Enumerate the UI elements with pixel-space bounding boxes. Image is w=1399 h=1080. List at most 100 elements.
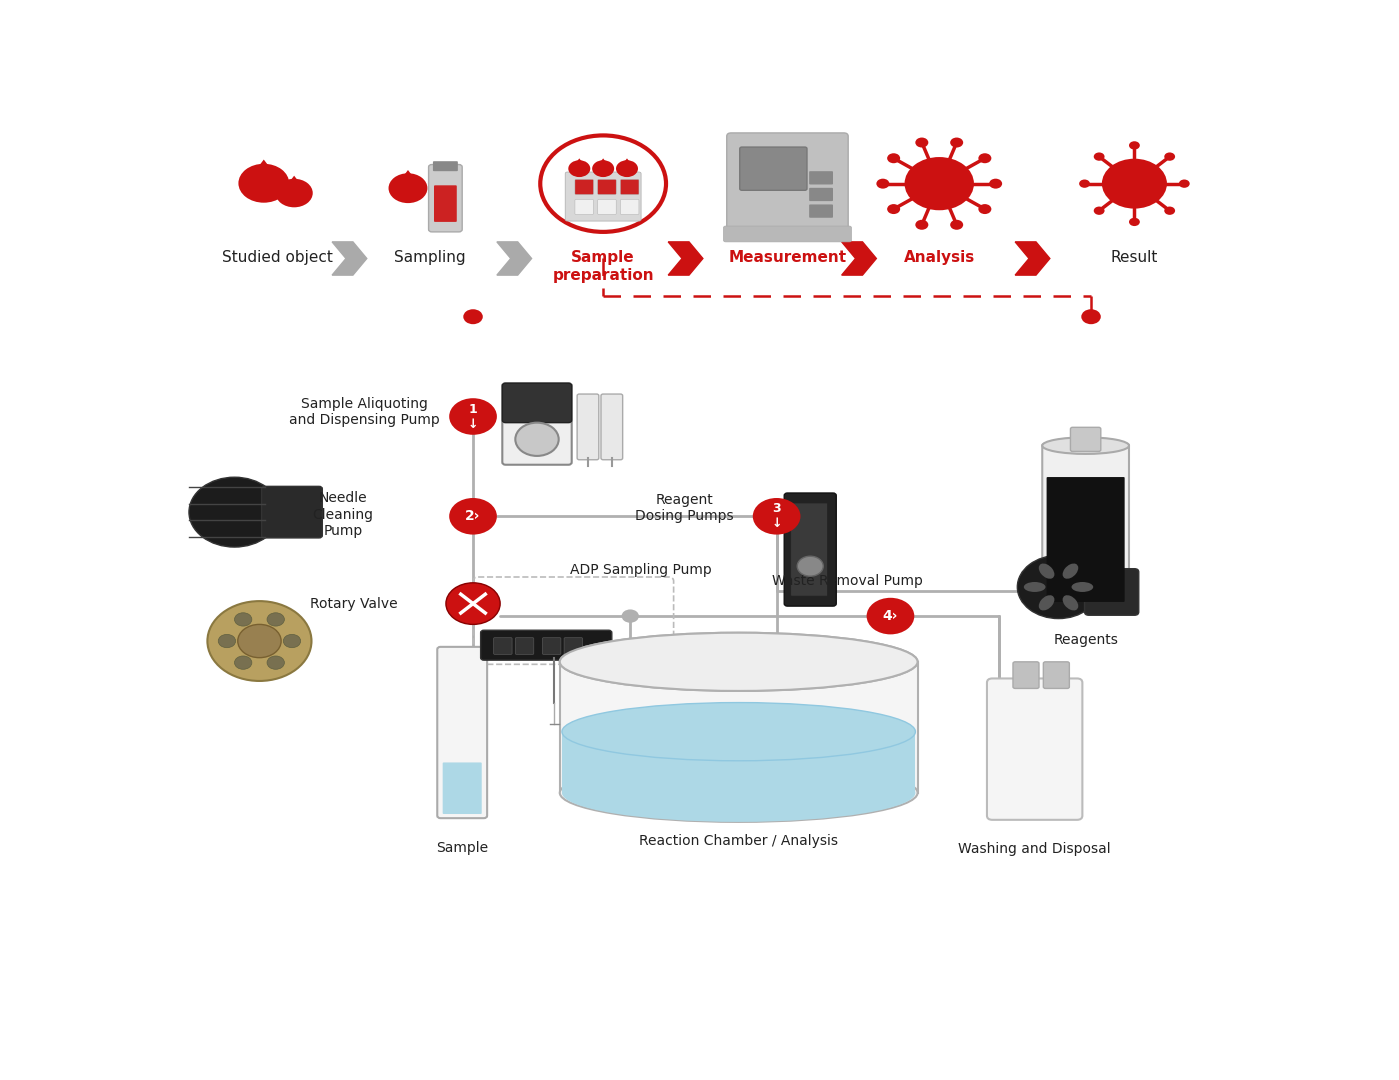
FancyBboxPatch shape	[578, 394, 599, 460]
Circle shape	[905, 157, 974, 211]
Ellipse shape	[560, 633, 918, 691]
Text: 2›: 2›	[466, 510, 481, 524]
Polygon shape	[596, 159, 611, 168]
Text: 4›: 4›	[883, 609, 898, 623]
Text: 3
↓: 3 ↓	[771, 502, 782, 530]
Circle shape	[1164, 206, 1175, 215]
Polygon shape	[246, 160, 281, 184]
Polygon shape	[572, 159, 588, 168]
Text: Needle
Cleaning
Pump: Needle Cleaning Pump	[312, 491, 374, 538]
Polygon shape	[560, 662, 918, 793]
Circle shape	[464, 510, 481, 523]
Polygon shape	[620, 159, 635, 168]
Text: Sample
preparation: Sample preparation	[553, 251, 653, 283]
Circle shape	[1102, 159, 1167, 208]
FancyBboxPatch shape	[602, 394, 623, 460]
FancyBboxPatch shape	[515, 637, 534, 654]
Circle shape	[1017, 555, 1100, 619]
Circle shape	[235, 612, 252, 626]
Circle shape	[592, 160, 614, 177]
FancyBboxPatch shape	[565, 172, 641, 221]
FancyBboxPatch shape	[502, 383, 572, 422]
Polygon shape	[562, 731, 915, 793]
Circle shape	[978, 153, 992, 163]
Circle shape	[797, 556, 823, 576]
Text: Sampling: Sampling	[395, 251, 466, 266]
Ellipse shape	[1039, 564, 1055, 579]
Circle shape	[1129, 218, 1140, 226]
Circle shape	[540, 135, 666, 232]
FancyBboxPatch shape	[1013, 662, 1039, 688]
Circle shape	[267, 656, 284, 670]
Ellipse shape	[1039, 595, 1055, 610]
Circle shape	[616, 160, 638, 177]
Circle shape	[876, 178, 890, 189]
Text: Studied object: Studied object	[222, 251, 333, 266]
FancyBboxPatch shape	[432, 161, 457, 171]
FancyBboxPatch shape	[494, 637, 512, 654]
FancyBboxPatch shape	[428, 164, 462, 232]
Circle shape	[1129, 141, 1140, 149]
Ellipse shape	[1072, 582, 1093, 592]
Circle shape	[915, 220, 929, 230]
Circle shape	[1164, 152, 1175, 161]
Ellipse shape	[1042, 437, 1129, 454]
Circle shape	[446, 583, 501, 624]
Ellipse shape	[562, 703, 915, 760]
Text: Sample Aliquoting
and Dispensing Pump: Sample Aliquoting and Dispensing Pump	[290, 397, 441, 428]
Text: Rotary Valve: Rotary Valve	[309, 596, 397, 610]
FancyBboxPatch shape	[1046, 477, 1125, 602]
Polygon shape	[669, 242, 702, 275]
Text: Reagent
Dosing Pumps: Reagent Dosing Pumps	[635, 492, 733, 523]
Circle shape	[207, 602, 312, 681]
FancyBboxPatch shape	[502, 383, 572, 464]
Text: Sample: Sample	[436, 840, 488, 854]
FancyBboxPatch shape	[790, 503, 828, 596]
FancyBboxPatch shape	[1084, 569, 1139, 616]
Text: Analysis: Analysis	[904, 251, 975, 266]
FancyBboxPatch shape	[575, 200, 593, 215]
Circle shape	[238, 164, 290, 203]
FancyBboxPatch shape	[434, 186, 457, 221]
Circle shape	[389, 173, 428, 203]
FancyBboxPatch shape	[438, 647, 487, 819]
Circle shape	[989, 178, 1002, 189]
Polygon shape	[497, 242, 532, 275]
Circle shape	[978, 204, 992, 214]
FancyBboxPatch shape	[621, 200, 639, 215]
FancyBboxPatch shape	[564, 637, 582, 654]
FancyBboxPatch shape	[1042, 444, 1129, 605]
FancyBboxPatch shape	[986, 678, 1083, 820]
Circle shape	[189, 477, 280, 548]
Ellipse shape	[560, 633, 918, 691]
Circle shape	[238, 624, 281, 658]
FancyBboxPatch shape	[597, 179, 616, 194]
FancyBboxPatch shape	[481, 631, 611, 660]
FancyBboxPatch shape	[543, 637, 561, 654]
FancyBboxPatch shape	[809, 204, 832, 218]
Circle shape	[568, 160, 590, 177]
FancyBboxPatch shape	[262, 486, 322, 538]
Circle shape	[753, 498, 800, 535]
FancyBboxPatch shape	[1070, 428, 1101, 451]
Ellipse shape	[562, 764, 915, 822]
Text: Reagents: Reagents	[1053, 633, 1118, 647]
Circle shape	[887, 204, 900, 214]
FancyBboxPatch shape	[726, 133, 848, 235]
Circle shape	[449, 498, 497, 535]
Circle shape	[866, 598, 915, 634]
FancyBboxPatch shape	[785, 492, 837, 606]
Text: Waste Removal Pump: Waste Removal Pump	[772, 575, 922, 589]
FancyBboxPatch shape	[723, 226, 852, 242]
Circle shape	[950, 220, 963, 230]
Text: Washing and Disposal: Washing and Disposal	[958, 842, 1111, 856]
Circle shape	[621, 609, 639, 623]
Polygon shape	[332, 242, 367, 275]
Circle shape	[449, 399, 497, 435]
FancyBboxPatch shape	[597, 200, 616, 215]
Circle shape	[915, 137, 929, 148]
Circle shape	[283, 634, 301, 648]
Polygon shape	[395, 170, 421, 188]
Circle shape	[1179, 179, 1189, 188]
Circle shape	[463, 309, 483, 324]
